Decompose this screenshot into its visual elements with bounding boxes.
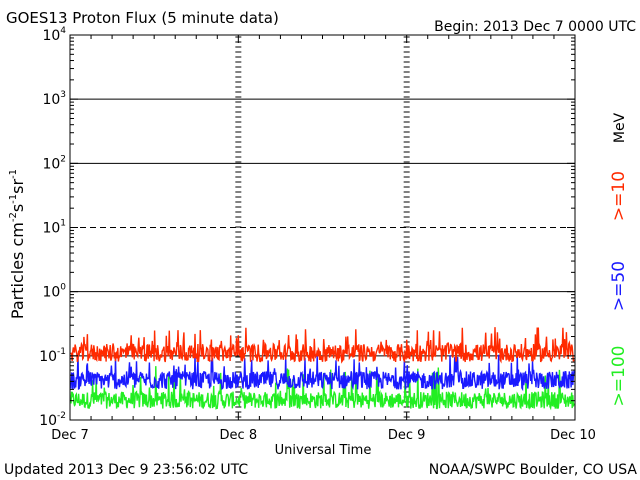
x-tick-label: Dec 8: [220, 428, 258, 443]
legend-label-100: >=100: [609, 346, 629, 407]
y-tick-exponent: 1: [60, 219, 66, 229]
y-tick-exponent: -2: [57, 411, 66, 421]
y-tick-label: 101: [42, 219, 66, 237]
x-tick-label: Dec 7: [51, 428, 89, 443]
y-tick-base: 10: [39, 413, 57, 429]
y-label-segment: sr: [8, 179, 27, 194]
updated-timestamp: Updated 2013 Dec 9 23:56:02 UTC: [4, 462, 248, 478]
series-line-ge100: [70, 366, 575, 411]
y-label-segment: Particles cm: [8, 222, 27, 319]
y-axis-label: Particles cm-2s-1sr-1: [8, 169, 27, 319]
y-label-superscript: -2: [8, 212, 19, 222]
y-tick-base: 10: [42, 285, 60, 301]
y-tick-label: 102: [42, 154, 66, 172]
mev-label: MeV: [612, 112, 628, 143]
series-line-ge50: [70, 353, 575, 392]
x-tick-label: Dec 10: [550, 428, 596, 443]
y-tick-exponent: 0: [60, 283, 66, 293]
y-axis-label-text: Particles cm-2s-1sr-1: [8, 169, 27, 319]
x-tick-label: Dec 9: [388, 428, 426, 443]
y-label-superscript: -1: [8, 194, 19, 204]
y-label-segment: s: [8, 204, 27, 212]
y-tick-label: 10-1: [39, 347, 66, 365]
y-tick-base: 10: [42, 156, 60, 172]
y-tick-label: 100: [42, 283, 66, 301]
legend-label-10: >=10: [609, 171, 629, 221]
y-tick-base: 10: [42, 221, 60, 237]
y-tick-exponent: -1: [57, 347, 66, 357]
source-credit: NOAA/SWPC Boulder, CO USA: [429, 462, 638, 478]
legend-label-50: >=50: [609, 261, 629, 311]
x-axis-label: Universal Time: [275, 443, 372, 458]
y-tick-exponent: 4: [60, 26, 66, 36]
begin-date: Begin: 2013 Dec 7 0000 UTC: [434, 19, 636, 35]
y-label-superscript: -1: [8, 169, 19, 179]
y-tick-exponent: 2: [60, 154, 66, 164]
y-tick-label: 103: [42, 90, 66, 108]
y-tick-base: 10: [42, 28, 60, 44]
y-tick-label: 10-2: [39, 411, 66, 429]
y-tick-base: 10: [39, 349, 57, 365]
series-lines: [70, 327, 575, 411]
y-tick-label: 104: [42, 26, 66, 44]
y-tick-exponent: 3: [60, 90, 66, 100]
series-line-ge10: [70, 327, 575, 364]
chart-title: GOES13 Proton Flux (5 minute data): [6, 9, 279, 27]
y-tick-base: 10: [42, 92, 60, 108]
